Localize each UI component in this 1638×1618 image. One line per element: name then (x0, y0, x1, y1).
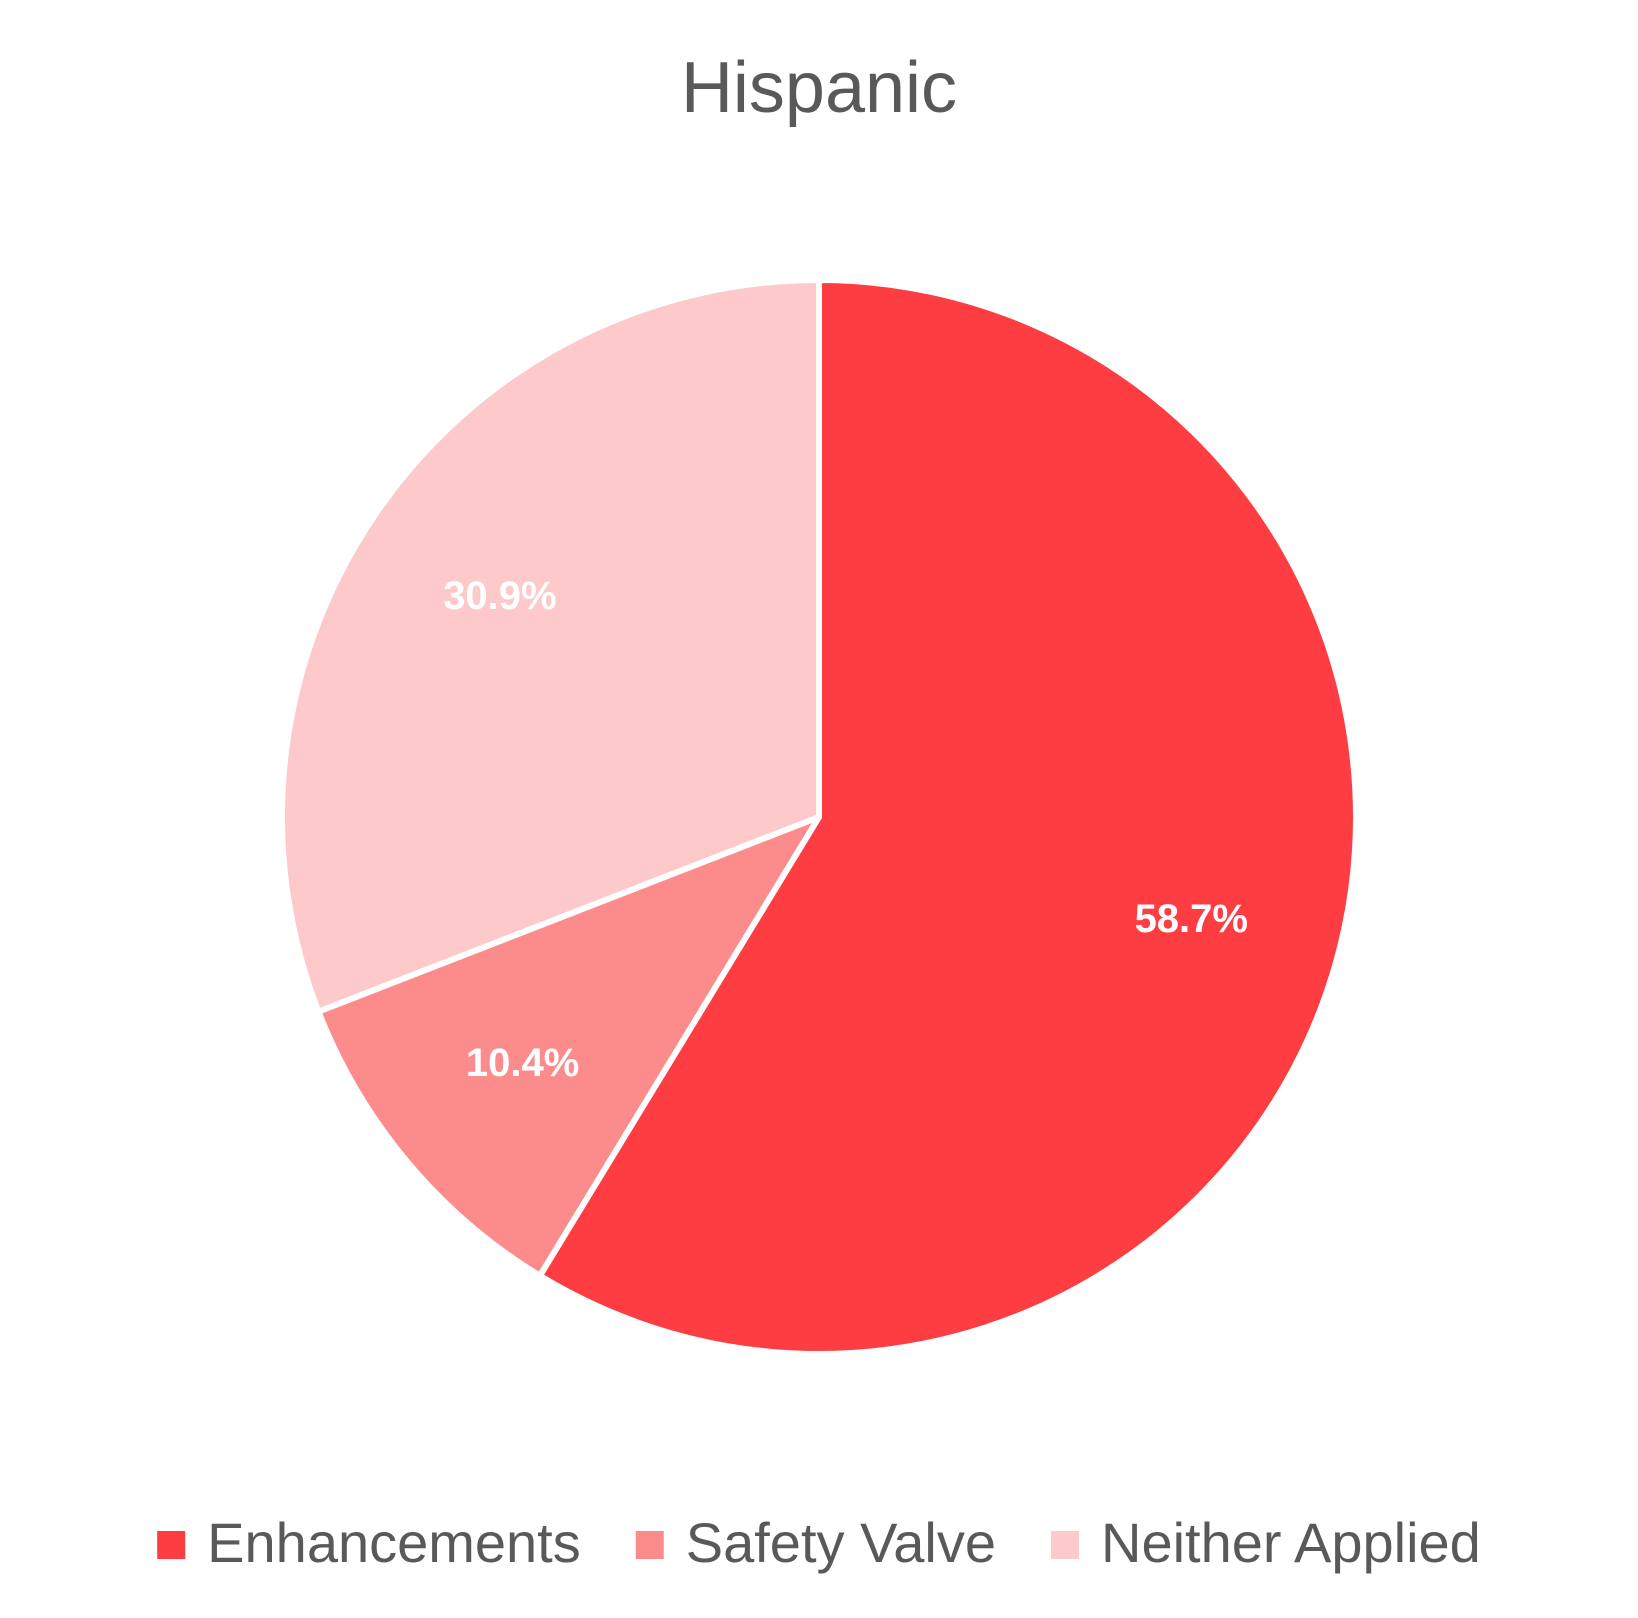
pie-slices (279, 277, 1359, 1357)
legend-label: Safety Valve (686, 1511, 996, 1574)
legend-swatch (635, 1531, 664, 1559)
pie-slice-enhancements (536, 277, 1359, 1357)
pie-slice-safety-valve (315, 814, 822, 1279)
legend-item-neither-applied: Neither Applied (1051, 1511, 1481, 1574)
legend-swatch (157, 1531, 186, 1559)
data-label-safety-valve: 10.4% (466, 1041, 579, 1085)
data-label-neither-applied: 30.9% (443, 574, 556, 618)
pie-slice-neither-applied (279, 277, 822, 1015)
slice-labels: 58.7% 10.4% 30.9% (443, 574, 1248, 1085)
legend-item-safety-valve: Safety Valve (635, 1511, 996, 1574)
legend-item-enhancements: Enhancements (157, 1511, 581, 1574)
legend-label: Neither Applied (1101, 1511, 1481, 1574)
chart-title: Hispanic (681, 48, 957, 128)
legend: Enhancements Safety Valve Neither Applied (157, 1511, 1481, 1574)
data-label-enhancements: 58.7% (1135, 897, 1248, 941)
legend-swatch (1051, 1531, 1080, 1559)
legend-label: Enhancements (207, 1511, 581, 1574)
